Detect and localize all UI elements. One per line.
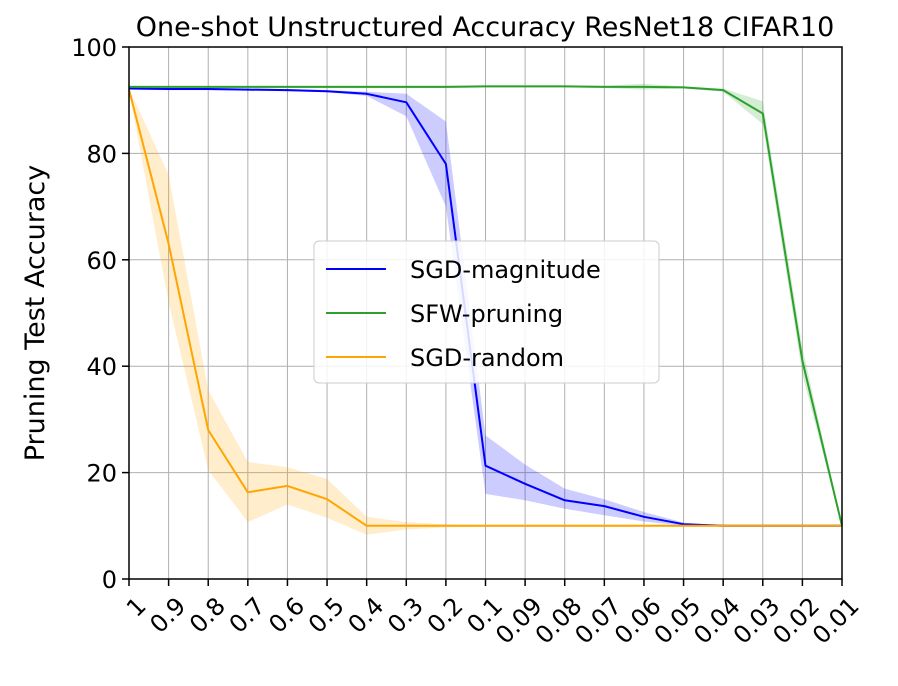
- legend-label: SGD-magnitude: [410, 256, 601, 284]
- y-tick-label: 80: [86, 140, 117, 168]
- x-tick-label: 0.7: [224, 592, 271, 639]
- legend-label: SFW-pruning: [410, 300, 563, 328]
- x-tick-label: 0.01: [807, 592, 865, 650]
- x-tick-label: 0.8: [184, 592, 231, 639]
- x-tick-label: 0.4: [343, 592, 390, 639]
- x-tick-label: 0.3: [382, 592, 429, 639]
- x-tick-label: 0.5: [303, 592, 350, 639]
- x-tick-label: 0.2: [422, 592, 469, 639]
- confidence-bands: [129, 83, 842, 535]
- band-sgd-magnitude: [129, 87, 842, 526]
- chart-title: One-shot Unstructured Accuracy ResNet18 …: [136, 12, 835, 43]
- y-axis-label: Pruning Test Accuracy: [20, 165, 51, 462]
- y-tick-label: 20: [86, 460, 117, 488]
- legend: SGD-magnitude SFW-pruning SGD-random: [313, 240, 660, 384]
- y-tick-label: 40: [86, 353, 117, 381]
- series-lines: [128, 85, 843, 527]
- y-tick-label: 0: [102, 566, 117, 594]
- x-tick-label: 0.6: [263, 592, 310, 639]
- y-tick-label: 100: [71, 34, 117, 62]
- legend-box: [313, 240, 660, 384]
- x-axis-ticks: 10.90.80.70.60.50.40.30.20.10.090.080.07…: [121, 579, 865, 649]
- y-tick-label: 60: [86, 247, 117, 275]
- y-axis-ticks: 0 20 40 60 80 100: [71, 34, 129, 594]
- series-line-sgd-random: [128, 89, 842, 527]
- x-tick-label: 0.9: [145, 592, 192, 639]
- legend-label: SGD-random: [410, 344, 564, 372]
- series-line-sfw-pruning: [129, 85, 843, 527]
